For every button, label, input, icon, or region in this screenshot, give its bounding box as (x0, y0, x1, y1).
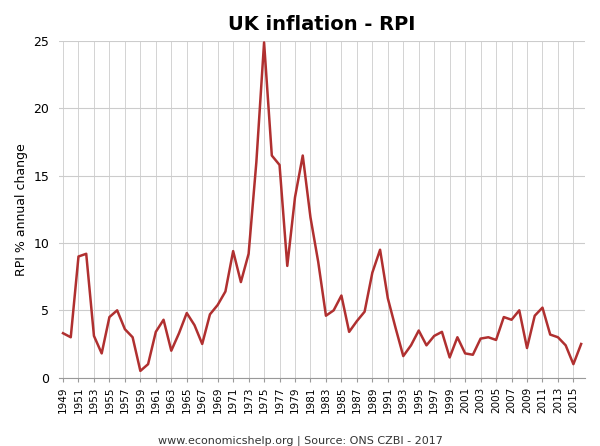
Text: www.economicshelp.org | Source: ONS CZBI - 2017: www.economicshelp.org | Source: ONS CZBI… (158, 436, 442, 446)
Y-axis label: RPI % annual change: RPI % annual change (15, 143, 28, 276)
Title: UK inflation - RPI: UK inflation - RPI (229, 15, 416, 34)
